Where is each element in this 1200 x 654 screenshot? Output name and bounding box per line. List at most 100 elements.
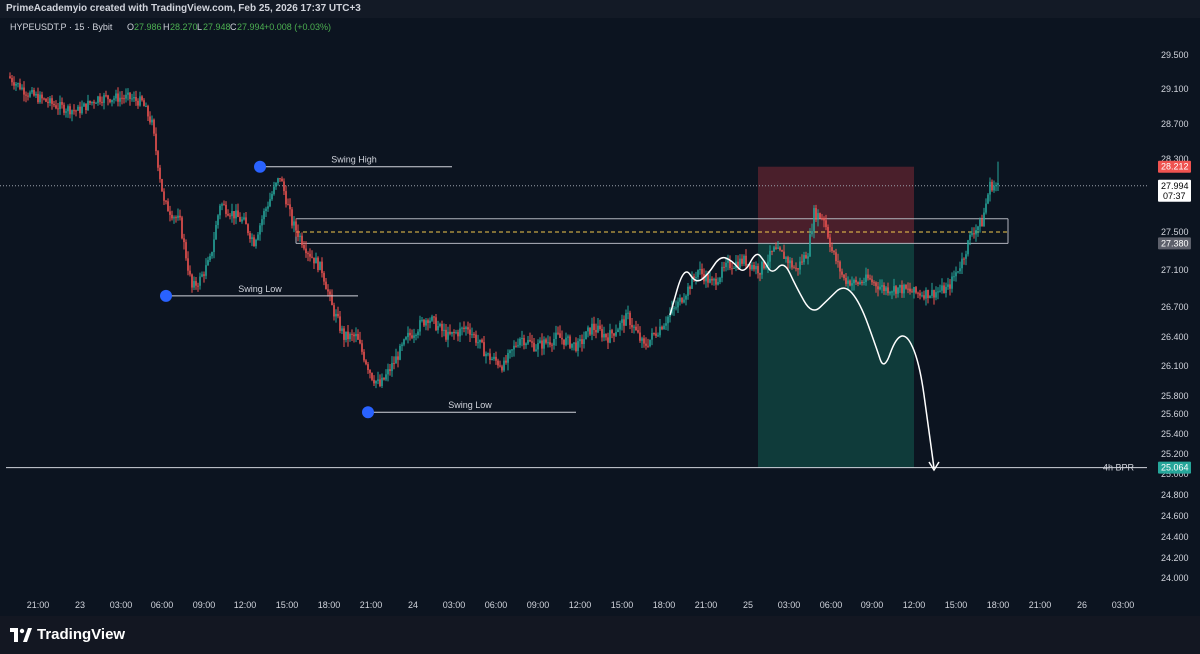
x-tick-label: 06:00 bbox=[485, 600, 508, 610]
candle-body bbox=[985, 203, 987, 213]
candle-body bbox=[697, 270, 699, 278]
projection-path[interactable] bbox=[669, 253, 935, 469]
ohlc-open-value: 27.986 bbox=[134, 22, 162, 32]
candle-body bbox=[101, 101, 103, 103]
y-tick-label: 27.100 bbox=[1161, 265, 1189, 275]
candle-body bbox=[413, 335, 415, 338]
swing-low-2-marker[interactable] bbox=[362, 406, 374, 419]
candle-body bbox=[361, 343, 363, 352]
candle-body bbox=[397, 356, 399, 360]
swing-high-marker[interactable] bbox=[254, 160, 266, 173]
price-axis[interactable] bbox=[1147, 18, 1200, 616]
candle-body bbox=[633, 326, 635, 328]
candle-body bbox=[613, 333, 615, 336]
candle-body bbox=[221, 204, 223, 206]
attribution-text: PrimeAcademyio created with TradingView.… bbox=[6, 3, 361, 14]
candle-body bbox=[423, 319, 425, 326]
price-chart[interactable]: HYPEUSDT.P · 15 · Bybit O 27.986 H 28.27… bbox=[0, 0, 1200, 616]
candle-body bbox=[185, 242, 187, 259]
candle-body bbox=[93, 101, 95, 104]
candle-body bbox=[31, 90, 33, 93]
candle-body bbox=[837, 261, 839, 263]
candle-body bbox=[583, 339, 585, 345]
price-tag-entry: 27.380 bbox=[1158, 237, 1191, 250]
stop-loss-zone[interactable] bbox=[758, 166, 914, 244]
candle-body bbox=[679, 297, 681, 302]
candle-body bbox=[41, 94, 43, 99]
candle-body bbox=[161, 179, 163, 192]
candle-body bbox=[509, 350, 511, 354]
candle-body bbox=[951, 276, 953, 289]
candle-body bbox=[13, 82, 15, 86]
candle-body bbox=[183, 238, 185, 243]
candle-body bbox=[65, 111, 67, 113]
candle-body bbox=[487, 353, 489, 355]
x-tick-label: 09:00 bbox=[527, 600, 550, 610]
candle-body bbox=[237, 210, 239, 217]
candle-body bbox=[857, 282, 859, 285]
plot-area[interactable] bbox=[0, 18, 1147, 616]
take-profit-zone[interactable] bbox=[758, 243, 914, 468]
y-tick-label: 26.400 bbox=[1161, 332, 1189, 342]
candle-body bbox=[681, 297, 683, 303]
candle-body bbox=[809, 234, 811, 257]
x-tick-label: 03:00 bbox=[778, 600, 801, 610]
y-tick-label: 29.100 bbox=[1161, 84, 1189, 94]
y-tick-label: 25.800 bbox=[1161, 391, 1189, 401]
candle-body bbox=[973, 233, 975, 235]
candle-body bbox=[571, 343, 573, 348]
candle-body bbox=[779, 247, 781, 251]
x-tick-label: 15:00 bbox=[945, 600, 968, 610]
candle-body bbox=[495, 356, 497, 361]
candle-body bbox=[499, 365, 501, 367]
candle-body bbox=[395, 356, 397, 364]
candle-body bbox=[873, 282, 875, 284]
candle-body bbox=[597, 325, 599, 333]
candle-body bbox=[293, 221, 295, 226]
x-tick-label: 26 bbox=[1077, 600, 1087, 610]
candle-body bbox=[817, 213, 819, 220]
candle-body bbox=[913, 287, 915, 293]
candle-body bbox=[843, 274, 845, 278]
candle-body bbox=[465, 327, 467, 329]
candle-body bbox=[669, 313, 671, 317]
candle-body bbox=[645, 343, 647, 346]
candle-body bbox=[561, 337, 563, 340]
price-tag-countdown: 07:37 bbox=[1163, 191, 1186, 201]
candle-body bbox=[181, 217, 183, 239]
y-tick-label: 24.400 bbox=[1161, 532, 1189, 542]
candle-body bbox=[677, 301, 679, 308]
candle-body bbox=[123, 98, 125, 100]
candle-body bbox=[851, 283, 853, 286]
candle-body bbox=[377, 379, 379, 381]
candle-body bbox=[829, 237, 831, 248]
candle-body bbox=[839, 261, 841, 272]
candle-body bbox=[453, 331, 455, 334]
candle-body bbox=[443, 329, 445, 331]
candle-body bbox=[335, 313, 337, 317]
candle-body bbox=[147, 106, 149, 117]
x-tick-label: 15:00 bbox=[276, 600, 299, 610]
candle-body bbox=[199, 276, 201, 286]
candle-body bbox=[933, 290, 935, 298]
candle-body bbox=[603, 333, 605, 338]
tradingview-logo[interactable]: TradingView bbox=[10, 626, 125, 643]
candle-body bbox=[385, 374, 387, 380]
candle-body bbox=[979, 219, 981, 227]
candle-body bbox=[189, 270, 191, 275]
candle-body bbox=[993, 185, 995, 191]
candle-body bbox=[919, 293, 921, 296]
candle-body bbox=[191, 274, 193, 288]
candle-body bbox=[855, 279, 857, 283]
candle-body bbox=[229, 215, 231, 217]
candle-body bbox=[639, 332, 641, 341]
candle-body bbox=[435, 317, 437, 331]
candle-body bbox=[793, 267, 795, 269]
candle-body bbox=[77, 106, 79, 111]
candle-body bbox=[709, 278, 711, 283]
candle-body bbox=[863, 281, 865, 283]
swing-low-1-marker[interactable] bbox=[160, 289, 172, 302]
candle-body bbox=[153, 119, 155, 134]
candle-body bbox=[99, 96, 101, 102]
candle-body bbox=[419, 320, 421, 332]
